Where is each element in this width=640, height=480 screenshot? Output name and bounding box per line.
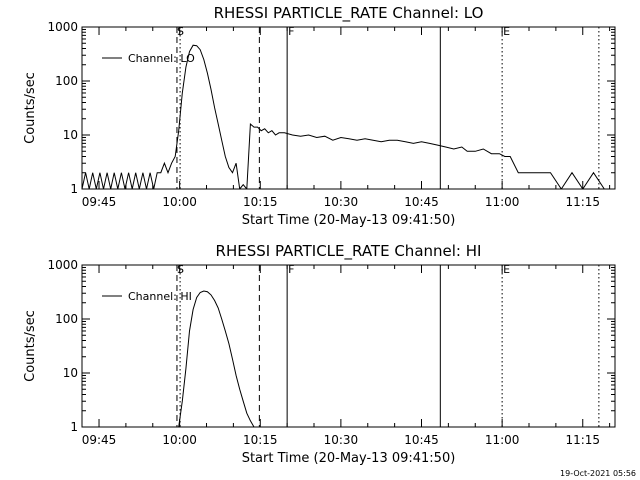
- x-tick-label: 10:30: [324, 433, 359, 447]
- interval-annotation: F: [288, 263, 294, 276]
- y-tick-label: 1: [70, 420, 78, 434]
- legend-entry: Channel: HI: [128, 290, 192, 303]
- y-tick-label: 10: [63, 128, 78, 142]
- y-tick-label: 100: [55, 74, 78, 88]
- lo-channel-panel: RHESSI PARTICLE_RATE Channel: LO Start Ti…: [23, 4, 616, 228]
- y-tick-label: 100: [55, 312, 78, 326]
- x-tick-label: 11:00: [485, 195, 520, 209]
- x-tick-label: 10:15: [243, 433, 278, 447]
- x-tick-label: 10:45: [404, 195, 439, 209]
- legend-entry: Channel: LO: [128, 52, 195, 65]
- x-tick-label: 11:00: [485, 433, 520, 447]
- x-axis-label: Start Time (20-May-13 09:41:50): [242, 213, 456, 228]
- y-tick-label: 10: [63, 366, 78, 380]
- x-axis-label: Start Time (20-May-13 09:41:50): [242, 451, 456, 466]
- y-tick-label: 1000: [47, 258, 78, 272]
- x-tick-label: 11:15: [565, 433, 600, 447]
- interval-annotation: E: [503, 25, 510, 38]
- series-line: [178, 290, 255, 427]
- interval-annotation: F: [288, 25, 294, 38]
- x-tick-label: 11:15: [565, 195, 600, 209]
- hi-channel-panel: RHESSI PARTICLE_RATE Channel: HI Start Ti…: [23, 242, 616, 466]
- y-tick-label: 1000: [47, 20, 78, 34]
- x-tick-label: 10:15: [243, 195, 278, 209]
- y-axis-label: Counts/sec: [23, 310, 38, 382]
- axes-frame: [81, 26, 616, 190]
- y-tick-label: 1: [70, 182, 78, 196]
- interval-annotation: S: [177, 25, 184, 38]
- y-axis-label: Counts/sec: [23, 72, 38, 144]
- series-line: [82, 44, 605, 189]
- x-tick-label: 09:45: [82, 195, 117, 209]
- axes-frame: [81, 264, 616, 428]
- x-tick-label: 10:45: [404, 433, 439, 447]
- chart-title: RHESSI PARTICLE_RATE Channel: LO: [214, 4, 484, 23]
- x-tick-label: 10:00: [162, 433, 197, 447]
- generation-timestamp: 19-Oct-2021 05:56: [560, 469, 636, 478]
- interval-annotation: E: [503, 263, 510, 276]
- x-tick-label: 10:00: [162, 195, 197, 209]
- interval-annotation: S: [177, 263, 184, 276]
- x-tick-label: 10:30: [324, 195, 359, 209]
- chart-title: RHESSI PARTICLE_RATE Channel: HI: [216, 242, 482, 261]
- x-tick-label: 09:45: [82, 433, 117, 447]
